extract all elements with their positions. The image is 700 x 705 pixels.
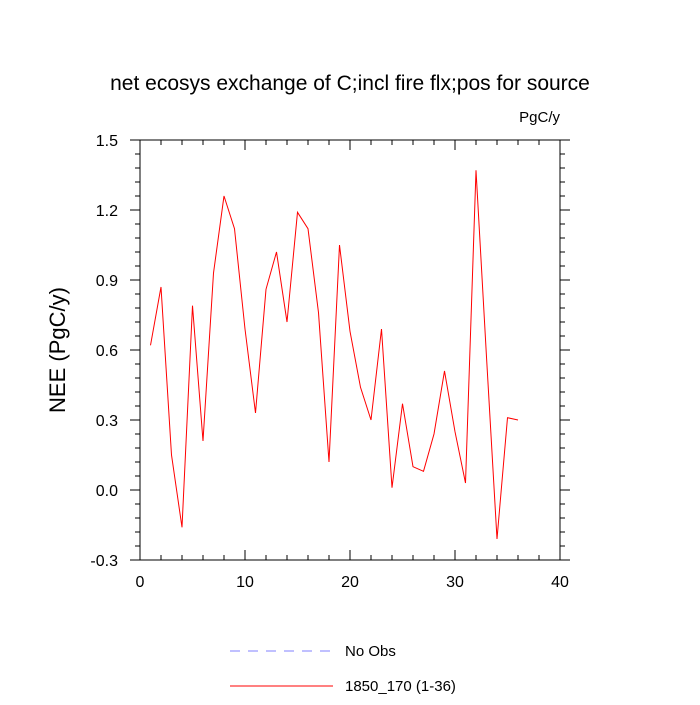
x-tick-label: 40 xyxy=(551,574,569,591)
plot-area: 0 10 20 30 40 -0.3 0.0 0.3 0.6 0.9 1.2 1.5 xyxy=(90,133,570,591)
plot-frame xyxy=(139,139,561,561)
x-tick-label: 0 xyxy=(136,574,145,591)
chart-title: net ecosys exchange of C;incl fire flx;p… xyxy=(110,72,590,95)
x-tick-label: 10 xyxy=(236,574,254,591)
legend: No Obs 1850_170 (1-36) xyxy=(230,643,456,695)
y-tick-label: 0.0 xyxy=(96,483,118,500)
y-tick-label: -0.3 xyxy=(90,553,118,570)
units-label: PgC/y xyxy=(519,109,560,126)
y-tick-label: 0.3 xyxy=(96,413,118,430)
x-tick-label: 20 xyxy=(341,574,359,591)
y-tick-label: 0.6 xyxy=(96,343,118,360)
y-tick-label: 1.2 xyxy=(96,203,118,220)
y-tick-label: 0.9 xyxy=(96,273,118,290)
legend-label: 1850_170 (1-36) xyxy=(345,678,456,695)
y-axis-label: NEE (PgC/y) xyxy=(45,287,70,413)
series-line xyxy=(150,170,519,540)
legend-label: No Obs xyxy=(345,643,396,660)
y-tick-label: 1.5 xyxy=(96,133,118,150)
x-tick-label: 30 xyxy=(446,574,464,591)
